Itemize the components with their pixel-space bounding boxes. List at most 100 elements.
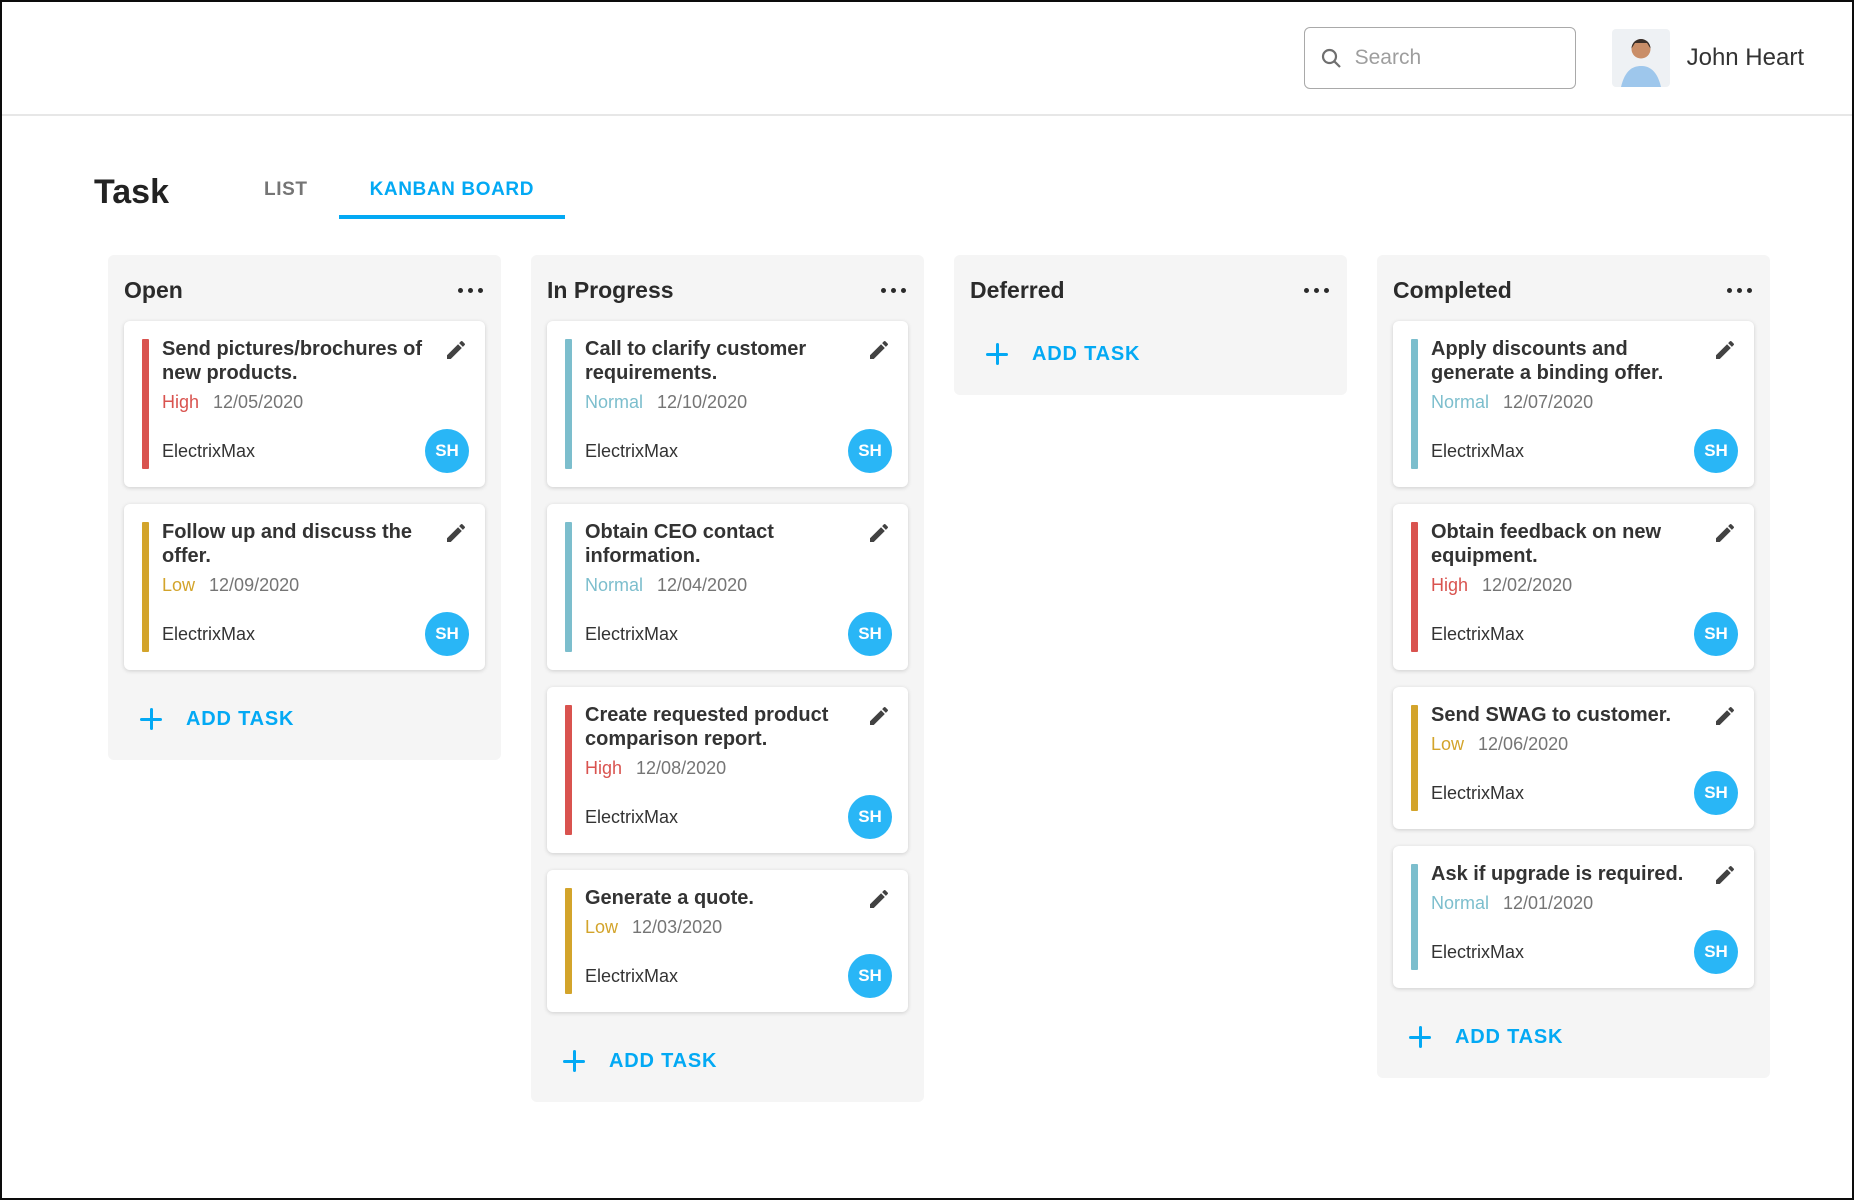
- task-card[interactable]: Obtain CEO contact information. Normal 12…: [547, 504, 908, 670]
- task-card[interactable]: Call to clarify customer requirements. N…: [547, 321, 908, 487]
- plus-icon: [563, 1050, 585, 1072]
- add-task-button[interactable]: ADD TASK: [986, 339, 1331, 369]
- user-avatar[interactable]: [1611, 29, 1670, 87]
- task-card[interactable]: Obtain feedback on new equipment. High 12…: [1393, 504, 1754, 670]
- plus-icon: [986, 343, 1008, 365]
- add-task-label: ADD TASK: [609, 1049, 718, 1072]
- column-title: Open: [124, 276, 183, 303]
- tab-kanban-board[interactable]: KANBAN BOARD: [338, 166, 566, 219]
- user-chip[interactable]: John Heart: [1611, 29, 1804, 87]
- card-title: Obtain feedback on new equipment.: [1431, 521, 1662, 567]
- card-title: Apply discounts and generate a binding o…: [1431, 338, 1664, 384]
- task-card[interactable]: Follow up and discuss the offer. Low 12/0…: [124, 504, 485, 670]
- more-horizontal-icon[interactable]: [879, 282, 908, 299]
- assignee-badge: SH: [1694, 771, 1738, 815]
- card-title: Generate a quote.: [585, 887, 754, 909]
- column-title: Completed: [1393, 276, 1512, 303]
- pencil-icon: [870, 706, 889, 725]
- company-label: ElectrixMax: [162, 623, 256, 644]
- card-footer: ElectrixMax SH: [1431, 930, 1738, 974]
- due-date: 12/03/2020: [632, 917, 723, 937]
- priority-label: Low: [162, 575, 196, 595]
- due-date: 12/04/2020: [657, 575, 748, 595]
- search-input[interactable]: [1352, 45, 1561, 71]
- due-date: 12/06/2020: [1478, 734, 1569, 754]
- add-task-label: ADD TASK: [1032, 342, 1141, 365]
- task-card[interactable]: Send SWAG to customer. Low 12/06/2020 Ele…: [1393, 687, 1754, 829]
- pencil-icon: [447, 340, 466, 359]
- task-card[interactable]: Generate a quote. Low 12/03/2020 Electrix…: [547, 870, 908, 1012]
- column-header: Deferred: [970, 275, 1331, 305]
- card-meta: High 12/02/2020: [1431, 574, 1738, 596]
- card-footer: ElectrixMax SH: [585, 954, 892, 998]
- task-card[interactable]: Send pictures/brochures of new products.…: [124, 321, 485, 487]
- edit-button[interactable]: [1712, 337, 1738, 363]
- tab-list[interactable]: LIST: [263, 179, 308, 200]
- add-task-button[interactable]: ADD TASK: [140, 704, 485, 734]
- search-icon: [1321, 48, 1341, 68]
- assignee-badge: SH: [1694, 612, 1738, 656]
- card-title: Send SWAG to customer.: [1431, 704, 1672, 726]
- app-header: John Heart: [2, 2, 1852, 116]
- card-meta: Normal 12/01/2020: [1431, 892, 1738, 914]
- task-card[interactable]: Ask if upgrade is required. Normal 12/01/…: [1393, 846, 1754, 988]
- card-meta: High 12/08/2020: [585, 757, 892, 779]
- edit-button[interactable]: [866, 520, 892, 546]
- plus-icon: [1409, 1026, 1431, 1048]
- priority-stripe: [1411, 339, 1418, 469]
- card-meta: Low 12/06/2020: [1431, 733, 1738, 755]
- title-row: Task LIST KANBAN BOARD: [94, 166, 1852, 219]
- company-label: ElectrixMax: [1431, 623, 1525, 644]
- add-task-button[interactable]: ADD TASK: [563, 1046, 908, 1076]
- edit-button[interactable]: [443, 520, 469, 546]
- priority-label: Low: [585, 917, 619, 937]
- more-horizontal-icon[interactable]: [1725, 282, 1754, 299]
- priority-label: Normal: [585, 392, 644, 412]
- assignee-badge: SH: [848, 612, 892, 656]
- card-footer: ElectrixMax SH: [162, 429, 469, 473]
- company-label: ElectrixMax: [162, 440, 256, 461]
- tab-bar: LIST KANBAN BOARD: [233, 166, 566, 219]
- priority-stripe: [1411, 705, 1418, 811]
- card-title: Call to clarify customer requirements.: [585, 338, 807, 384]
- add-task-button[interactable]: ADD TASK: [1409, 1022, 1754, 1052]
- card-footer: ElectrixMax SH: [1431, 429, 1738, 473]
- company-label: ElectrixMax: [1431, 782, 1525, 803]
- card-title: Create requested product comparison repo…: [585, 704, 829, 750]
- assignee-badge: SH: [1694, 429, 1738, 473]
- task-card[interactable]: Apply discounts and generate a binding o…: [1393, 321, 1754, 487]
- column-header: Open: [124, 275, 485, 305]
- pencil-icon: [870, 523, 889, 542]
- card-title: Ask if upgrade is required.: [1431, 863, 1684, 885]
- edit-button[interactable]: [1712, 862, 1738, 888]
- priority-label: High: [1431, 575, 1469, 595]
- pencil-icon: [447, 523, 466, 542]
- search-box[interactable]: [1303, 27, 1576, 89]
- more-horizontal-icon[interactable]: [456, 282, 485, 299]
- pencil-icon: [1716, 340, 1735, 359]
- edit-button[interactable]: [1712, 520, 1738, 546]
- kanban-board: Open Send pictures/brochures of new prod…: [108, 255, 1852, 1102]
- edit-button[interactable]: [866, 886, 892, 912]
- priority-stripe: [142, 339, 149, 469]
- user-name: John Heart: [1686, 44, 1804, 71]
- card-title: Follow up and discuss the offer.: [162, 521, 413, 567]
- priority-label: Low: [1431, 734, 1465, 754]
- card-meta: High 12/05/2020: [162, 391, 469, 413]
- card-footer: ElectrixMax SH: [162, 612, 469, 656]
- more-horizontal-icon[interactable]: [1302, 282, 1331, 299]
- edit-button[interactable]: [866, 703, 892, 729]
- assignee-badge: SH: [425, 429, 469, 473]
- edit-button[interactable]: [1712, 703, 1738, 729]
- task-card[interactable]: Create requested product comparison repo…: [547, 687, 908, 853]
- card-footer: ElectrixMax SH: [585, 612, 892, 656]
- company-label: ElectrixMax: [1431, 941, 1525, 962]
- pencil-icon: [1716, 865, 1735, 884]
- company-label: ElectrixMax: [585, 440, 679, 461]
- card-title: Send pictures/brochures of new products.: [162, 338, 423, 384]
- edit-button[interactable]: [443, 337, 469, 363]
- card-meta: Normal 12/07/2020: [1431, 391, 1738, 413]
- due-date: 12/09/2020: [209, 575, 300, 595]
- edit-button[interactable]: [866, 337, 892, 363]
- assignee-badge: SH: [848, 954, 892, 998]
